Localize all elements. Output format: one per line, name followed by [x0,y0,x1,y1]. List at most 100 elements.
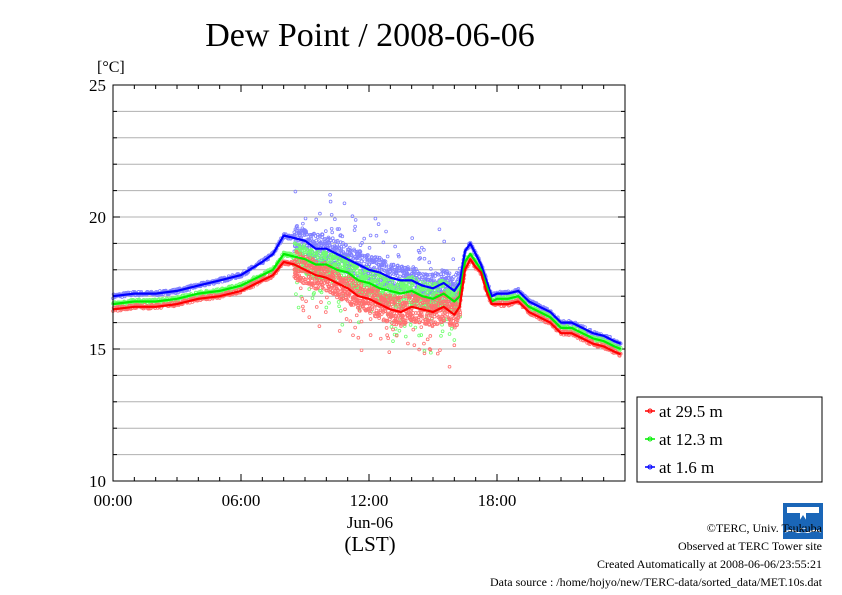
data-point-2 [381,240,386,245]
data-point-1 [419,333,424,337]
data-point-0 [370,307,375,312]
data-point-0 [314,305,319,309]
data-point-2 [323,229,328,233]
data-point-2 [422,256,427,261]
data-point-1 [422,280,426,284]
legend-box [636,396,823,483]
data-point-2 [328,238,333,243]
data-point-1 [359,272,364,276]
data-point-0 [313,267,318,272]
data-point-2 [314,238,319,243]
data-point-0 [385,333,389,337]
data-point-0 [344,317,349,321]
data-point-0 [325,288,330,293]
data-point-1 [328,256,332,260]
data-point-2 [451,281,456,286]
data-point-2 [341,241,345,245]
data-point-2 [344,243,348,247]
data-point-0 [347,291,352,296]
data-point-2 [368,233,373,238]
data-point-0 [376,288,380,293]
data-point-0 [358,299,363,303]
data-point-0 [426,299,431,303]
data-point-2 [318,211,322,216]
data-point-0 [405,302,409,306]
series-line-1 [112,252,622,351]
data-point-1 [440,279,445,283]
grid-lines [112,84,626,482]
y-tick-label: 15 [89,340,106,359]
data-point-1 [429,350,433,355]
data-point-1 [392,287,397,291]
data-point-1 [422,349,427,353]
data-point-1 [324,305,329,310]
data-point-1 [408,323,413,327]
data-point-2 [334,239,338,244]
data-point-2 [330,236,335,241]
data-point-0 [411,327,416,332]
series-lines [112,234,622,356]
data-point-0 [323,310,328,314]
data-point-0 [387,350,392,354]
data-point-2 [437,227,442,232]
data-point-0 [427,323,432,327]
data-point-2 [417,250,422,255]
plot-frame [112,84,626,482]
data-point-0 [422,341,426,346]
data-point-1 [338,260,343,264]
data-point-0 [453,325,457,330]
legend-item: at 29.5 m [645,402,723,421]
data-point-2 [406,267,411,272]
data-point-0 [455,322,459,327]
data-point-2 [385,254,390,259]
data-point-0 [350,277,355,281]
data-point-2 [384,229,388,234]
data-point-1 [310,296,315,300]
data-point-2 [432,278,436,283]
legend-label: at 12.3 m [659,430,723,449]
data-point-2 [294,232,298,236]
data-point-2 [374,233,379,238]
data-point-1 [440,329,445,334]
data-point-2 [422,248,426,252]
data-point-1 [373,279,377,284]
data-point-2 [295,226,300,230]
data-point-1 [307,251,312,256]
data-point-2 [427,260,432,265]
data-point-0 [405,300,409,305]
data-point-0 [455,318,460,323]
data-point-1 [349,263,353,268]
data-point-0 [328,268,332,272]
data-point-0 [353,279,357,283]
data-point-0 [349,303,354,307]
data-point-2 [358,249,363,254]
data-point-0 [301,308,306,313]
data-point-0 [428,334,433,338]
data-point-2 [304,229,308,234]
data-point-1 [376,278,380,283]
data-point-0 [316,285,321,290]
data-point-0 [430,317,434,321]
data-point-2 [303,216,308,221]
data-point-0 [414,311,418,315]
data-point-0 [398,295,403,300]
data-point-2 [397,254,401,259]
data-point-2 [442,239,447,244]
data-point-0 [365,292,369,296]
data-point-2 [353,218,358,222]
data-point-0 [299,276,304,280]
data-point-1 [337,304,341,309]
data-point-0 [367,292,371,297]
data-point-1 [310,253,314,257]
data-point-0 [310,278,314,283]
data-point-1 [336,300,341,304]
data-point-1 [334,263,338,267]
data-point-2 [417,274,421,279]
data-point-0 [333,275,337,279]
data-point-1 [327,301,331,305]
data-point-2 [331,239,336,243]
data-point-0 [337,329,342,333]
data-point-2 [330,230,335,235]
data-point-0 [399,324,403,328]
data-point-0 [317,324,322,328]
